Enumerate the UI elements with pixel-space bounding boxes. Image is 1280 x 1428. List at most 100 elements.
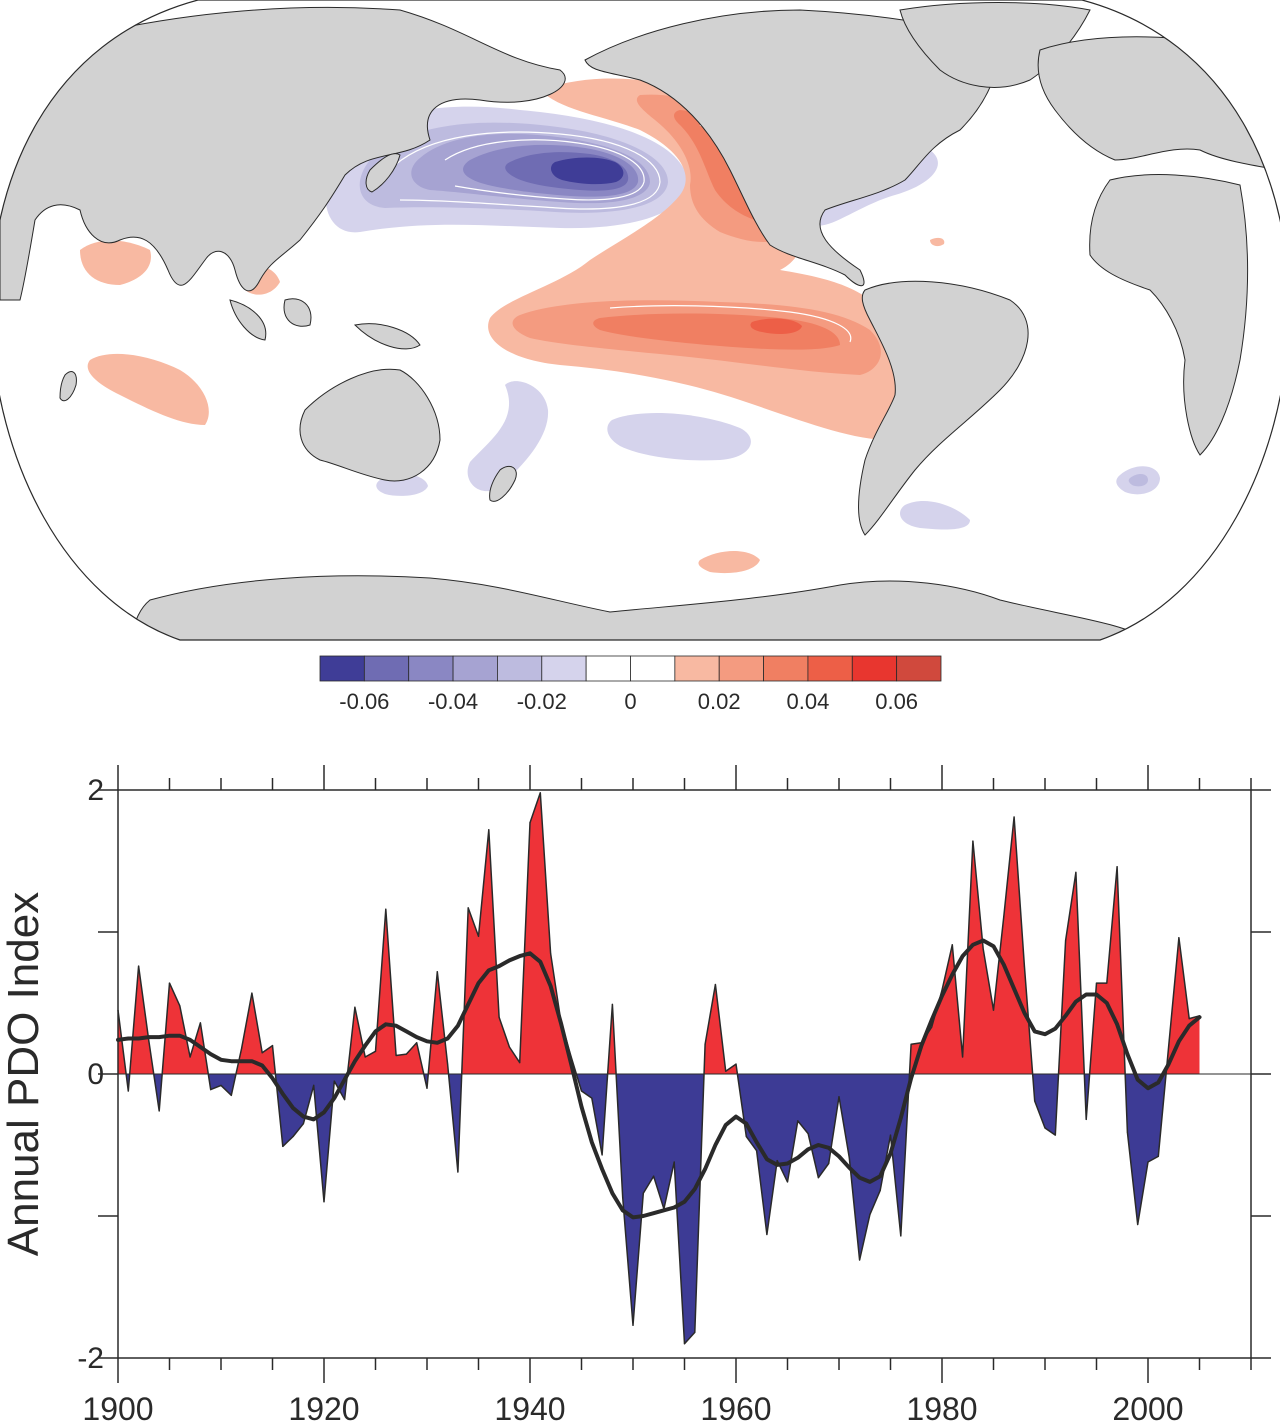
data-point bbox=[1085, 1118, 1087, 1121]
data-point bbox=[653, 1175, 655, 1177]
data-point bbox=[251, 992, 253, 994]
data-point bbox=[354, 1006, 356, 1008]
data-point bbox=[199, 1022, 201, 1024]
negative-area bbox=[118, 1074, 1200, 1344]
x-tick-label: 1960 bbox=[700, 1391, 771, 1427]
eastern-pacific-positive-3 bbox=[593, 110, 840, 350]
colorbar-tick-label: 0.04 bbox=[787, 689, 830, 714]
data-point bbox=[962, 1056, 964, 1058]
colorbar-swatch bbox=[319, 655, 365, 682]
data-point bbox=[241, 1047, 243, 1050]
positive-anomalies bbox=[80, 78, 945, 574]
data-point bbox=[550, 952, 552, 954]
pdo-index-chart: 1900 1920 1940 1960 1980 2000 -2 0 2 Annual PDO … bbox=[0, 765, 1271, 1427]
data-point bbox=[1137, 1223, 1139, 1226]
x-tick-label: 1900 bbox=[82, 1391, 153, 1427]
data-point bbox=[426, 1087, 428, 1089]
data-point bbox=[333, 1080, 335, 1082]
colorbar-tick-label: 0.06 bbox=[875, 689, 918, 714]
data-point bbox=[168, 982, 171, 984]
data-point bbox=[477, 935, 480, 937]
data-point bbox=[982, 948, 984, 950]
y-tick-label: 2 bbox=[87, 774, 104, 807]
data-point bbox=[683, 1343, 686, 1345]
data-point bbox=[498, 1016, 500, 1018]
colorbar-swatch bbox=[497, 655, 543, 682]
australia bbox=[299, 368, 441, 482]
data-point bbox=[745, 1135, 747, 1138]
data-point bbox=[1075, 871, 1077, 873]
data-point bbox=[138, 965, 140, 967]
data-point bbox=[580, 1090, 583, 1092]
data-point bbox=[817, 1177, 820, 1179]
data-point bbox=[148, 1040, 150, 1042]
data-point bbox=[488, 829, 490, 831]
data-point bbox=[848, 1157, 850, 1159]
smoothed-series-line bbox=[116, 938, 1202, 1220]
x-tick-label: 1940 bbox=[494, 1391, 565, 1427]
data-point bbox=[1023, 965, 1025, 967]
colorbar-swatch bbox=[807, 655, 853, 682]
eastern-pacific-positive-core bbox=[750, 318, 802, 334]
colorbar-swatch bbox=[763, 655, 809, 682]
data-point bbox=[786, 1181, 789, 1183]
data-point bbox=[622, 1196, 624, 1199]
south-atlantic-negative-core bbox=[1128, 474, 1148, 487]
south-america bbox=[858, 280, 1029, 536]
antarctica bbox=[129, 575, 1152, 640]
data-point bbox=[879, 1189, 881, 1192]
data-point bbox=[344, 1098, 346, 1101]
data-point bbox=[632, 1324, 634, 1326]
y-tick-label: -2 bbox=[77, 1342, 104, 1375]
colorbar-swatch bbox=[674, 655, 720, 682]
data-point bbox=[735, 1063, 737, 1065]
data-point bbox=[395, 1054, 397, 1057]
data-point bbox=[1044, 1127, 1046, 1129]
data-point bbox=[158, 1110, 160, 1112]
colorbar-tick-label: 0 bbox=[624, 689, 636, 714]
north-pacific-negative-core bbox=[550, 157, 624, 185]
southern-ocean-positive bbox=[698, 551, 760, 574]
data-point bbox=[508, 1046, 510, 1048]
eurasia bbox=[0, 6, 566, 301]
africa bbox=[1089, 174, 1248, 456]
data-point bbox=[766, 1233, 768, 1236]
data-point bbox=[756, 1150, 758, 1152]
data-point bbox=[292, 1135, 294, 1138]
data-point bbox=[1034, 1100, 1036, 1102]
land bbox=[0, 2, 1280, 640]
data-point bbox=[467, 907, 469, 909]
south-pacific-negative-1 bbox=[607, 413, 751, 461]
data-point bbox=[1106, 982, 1108, 984]
colorbar-tick-label: -0.02 bbox=[517, 689, 567, 714]
colorbar-swatch bbox=[363, 655, 410, 682]
colorbar-swatch bbox=[408, 655, 454, 682]
south-pacific-negative-2 bbox=[467, 381, 549, 492]
map-content bbox=[0, 0, 1280, 640]
data-point bbox=[230, 1094, 232, 1096]
data-point bbox=[529, 822, 531, 824]
data-point bbox=[1116, 866, 1118, 868]
data-point bbox=[1157, 1155, 1159, 1157]
colorbar-tick-label: -0.04 bbox=[428, 689, 478, 714]
southeast-asia-islands bbox=[229, 298, 421, 350]
data-point bbox=[776, 1160, 778, 1162]
colorbar-swatch bbox=[851, 655, 898, 682]
data-point bbox=[1147, 1161, 1149, 1163]
data-point bbox=[694, 1331, 696, 1334]
data-point bbox=[900, 1235, 902, 1237]
chart-marks bbox=[116, 792, 1202, 1345]
data-point bbox=[828, 1162, 830, 1165]
data-point bbox=[405, 1053, 407, 1055]
data-point bbox=[1065, 939, 1067, 942]
y-tick-label: 0 bbox=[87, 1058, 104, 1091]
data-point bbox=[539, 792, 541, 794]
data-point bbox=[210, 1089, 212, 1091]
data-point bbox=[838, 1096, 840, 1098]
colorbar-swatch bbox=[541, 655, 587, 682]
indian-ocean-positive bbox=[87, 353, 209, 425]
data-point bbox=[313, 1084, 315, 1086]
data-point bbox=[261, 1052, 263, 1054]
colorbar-swatch bbox=[585, 655, 631, 682]
annual-series-line bbox=[117, 792, 1200, 1345]
